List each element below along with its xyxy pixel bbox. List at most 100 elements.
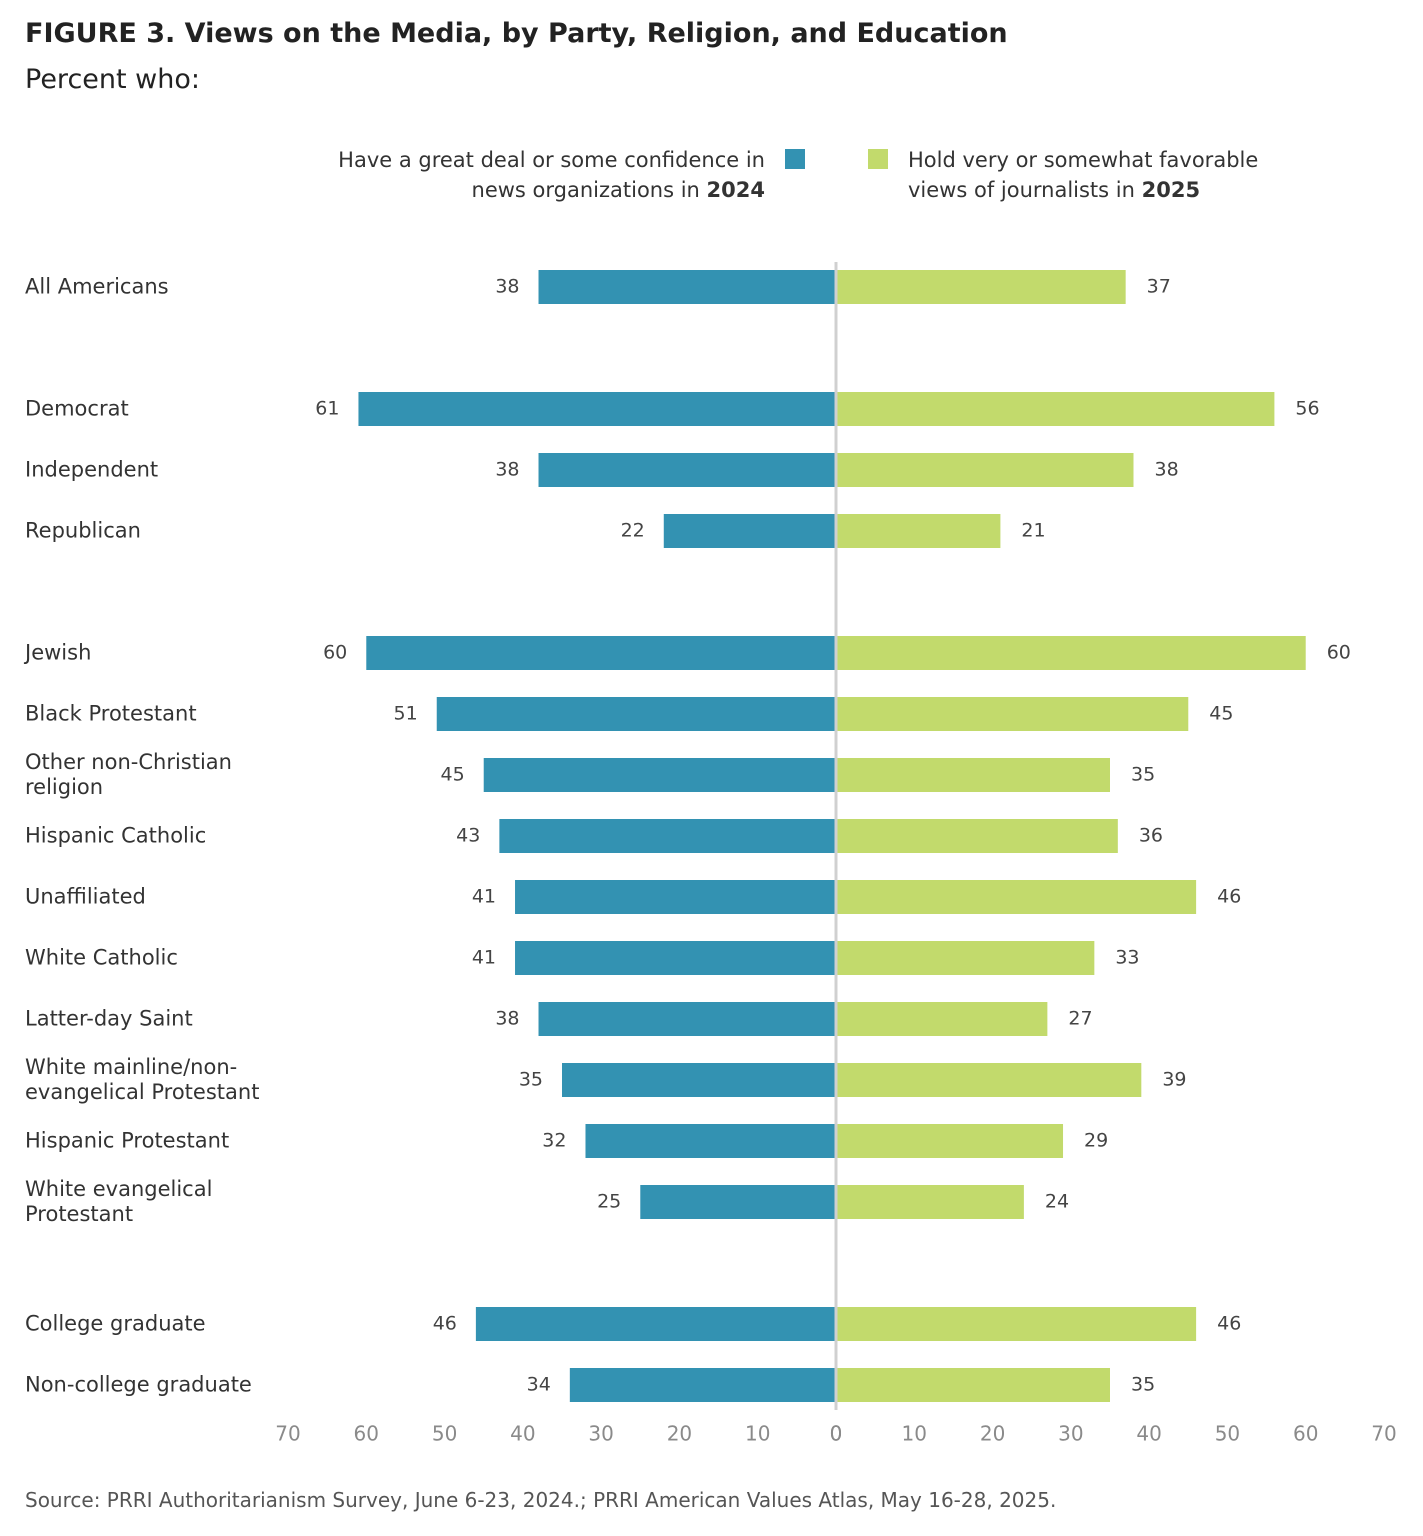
category-label: White evangelical Protestant <box>25 1177 213 1226</box>
value-label: 22 <box>621 520 645 542</box>
value-label: 45 <box>1209 703 1233 725</box>
value-label: 37 <box>1147 276 1171 298</box>
bar <box>515 941 836 975</box>
bar <box>836 1063 1142 1097</box>
x-tick-label: 0 <box>830 1422 843 1446</box>
value-label: 38 <box>495 1008 519 1030</box>
value-label: 32 <box>542 1130 566 1152</box>
value-label: 56 <box>1295 398 1319 420</box>
value-label: 43 <box>456 825 480 847</box>
bar <box>483 758 836 792</box>
value-label: 21 <box>1021 520 1045 542</box>
category-label: White Catholic <box>25 945 178 970</box>
value-label: 38 <box>495 276 519 298</box>
bar <box>836 1307 1197 1341</box>
x-tick-label: 20 <box>667 1422 692 1446</box>
bar <box>836 514 1001 548</box>
bar <box>436 697 836 731</box>
value-label: 39 <box>1162 1069 1186 1091</box>
category-label: Unaffiliated <box>25 884 146 909</box>
value-label: 60 <box>1327 642 1351 664</box>
value-label: 35 <box>1131 1374 1155 1396</box>
value-label: 38 <box>495 459 519 481</box>
bar <box>569 1368 836 1402</box>
bar <box>836 1368 1110 1402</box>
x-tick-label: 10 <box>745 1422 770 1446</box>
category-label: Hispanic Catholic <box>25 823 207 848</box>
category-label: Latter-day Saint <box>25 1006 193 1031</box>
value-label: 46 <box>433 1313 457 1335</box>
category-label: All Americans <box>25 274 169 299</box>
category-label: College graduate <box>25 1311 206 1336</box>
x-tick-label: 70 <box>1371 1422 1396 1446</box>
value-label: 29 <box>1084 1130 1108 1152</box>
value-label: 24 <box>1045 1191 1069 1213</box>
bar <box>585 1124 836 1158</box>
value-label: 27 <box>1068 1008 1092 1030</box>
bar <box>475 1307 836 1341</box>
bar <box>836 453 1134 487</box>
value-label: 46 <box>1217 886 1241 908</box>
value-label: 41 <box>472 886 496 908</box>
value-label: 41 <box>472 947 496 969</box>
x-tick-label: 50 <box>1215 1422 1240 1446</box>
legend-label: Have a great deal or some confidence in … <box>338 148 765 202</box>
value-label: 46 <box>1217 1313 1241 1335</box>
value-label: 25 <box>597 1191 621 1213</box>
category-label: Black Protestant <box>25 701 197 726</box>
category-label: Independent <box>25 457 159 482</box>
chart-title: FIGURE 3. Views on the Media, by Party, … <box>25 18 1008 49</box>
bar <box>515 880 836 914</box>
x-tick-label: 0 <box>830 1422 843 1446</box>
source-note: Source: PRRI Authoritarianism Survey, Ju… <box>25 1488 1057 1512</box>
bar <box>836 270 1126 304</box>
category-label: Jewish <box>25 640 92 665</box>
bar <box>836 941 1095 975</box>
bar <box>499 819 836 853</box>
bar <box>836 1185 1024 1219</box>
value-label: 33 <box>1115 947 1139 969</box>
bar <box>663 514 836 548</box>
bar <box>836 819 1118 853</box>
legend-swatch <box>868 149 888 169</box>
legend-swatch <box>785 149 805 169</box>
x-tick-label: 40 <box>1136 1422 1161 1446</box>
bar <box>358 392 836 426</box>
bar <box>538 1002 836 1036</box>
legend-label: Hold very or somewhat favorable views of… <box>908 148 1259 202</box>
bar <box>562 1063 836 1097</box>
x-tick-label: 40 <box>510 1422 535 1446</box>
category-label: Democrat <box>25 396 129 421</box>
bar <box>836 636 1306 670</box>
x-tick-label: 70 <box>275 1422 300 1446</box>
value-label: 36 <box>1139 825 1163 847</box>
value-label: 35 <box>519 1069 543 1091</box>
value-label: 35 <box>1131 764 1155 786</box>
category-label: White mainline/non-evangelical Protestan… <box>25 1055 260 1104</box>
category-label: Republican <box>25 518 141 543</box>
x-tick-label: 20 <box>980 1422 1005 1446</box>
x-tick-label: 60 <box>1293 1422 1318 1446</box>
chart-subtitle: Percent who: <box>25 64 200 95</box>
x-tick-label: 30 <box>1058 1422 1083 1446</box>
category-label: Other non-Christian religion <box>25 750 232 799</box>
bar <box>836 697 1189 731</box>
category-label: Non-college graduate <box>25 1372 252 1397</box>
bar <box>538 270 836 304</box>
x-tick-label: 10 <box>902 1422 927 1446</box>
x-tick-label: 60 <box>354 1422 379 1446</box>
value-label: 34 <box>527 1374 551 1396</box>
bar <box>836 1002 1048 1036</box>
value-label: 38 <box>1154 459 1178 481</box>
bar <box>836 758 1110 792</box>
category-label: Hispanic Protestant <box>25 1128 230 1153</box>
value-label: 51 <box>394 703 418 725</box>
bar <box>836 1124 1064 1158</box>
bar <box>366 636 836 670</box>
value-label: 60 <box>323 642 347 664</box>
bar <box>640 1185 836 1219</box>
value-label: 61 <box>315 398 339 420</box>
bar <box>836 880 1197 914</box>
